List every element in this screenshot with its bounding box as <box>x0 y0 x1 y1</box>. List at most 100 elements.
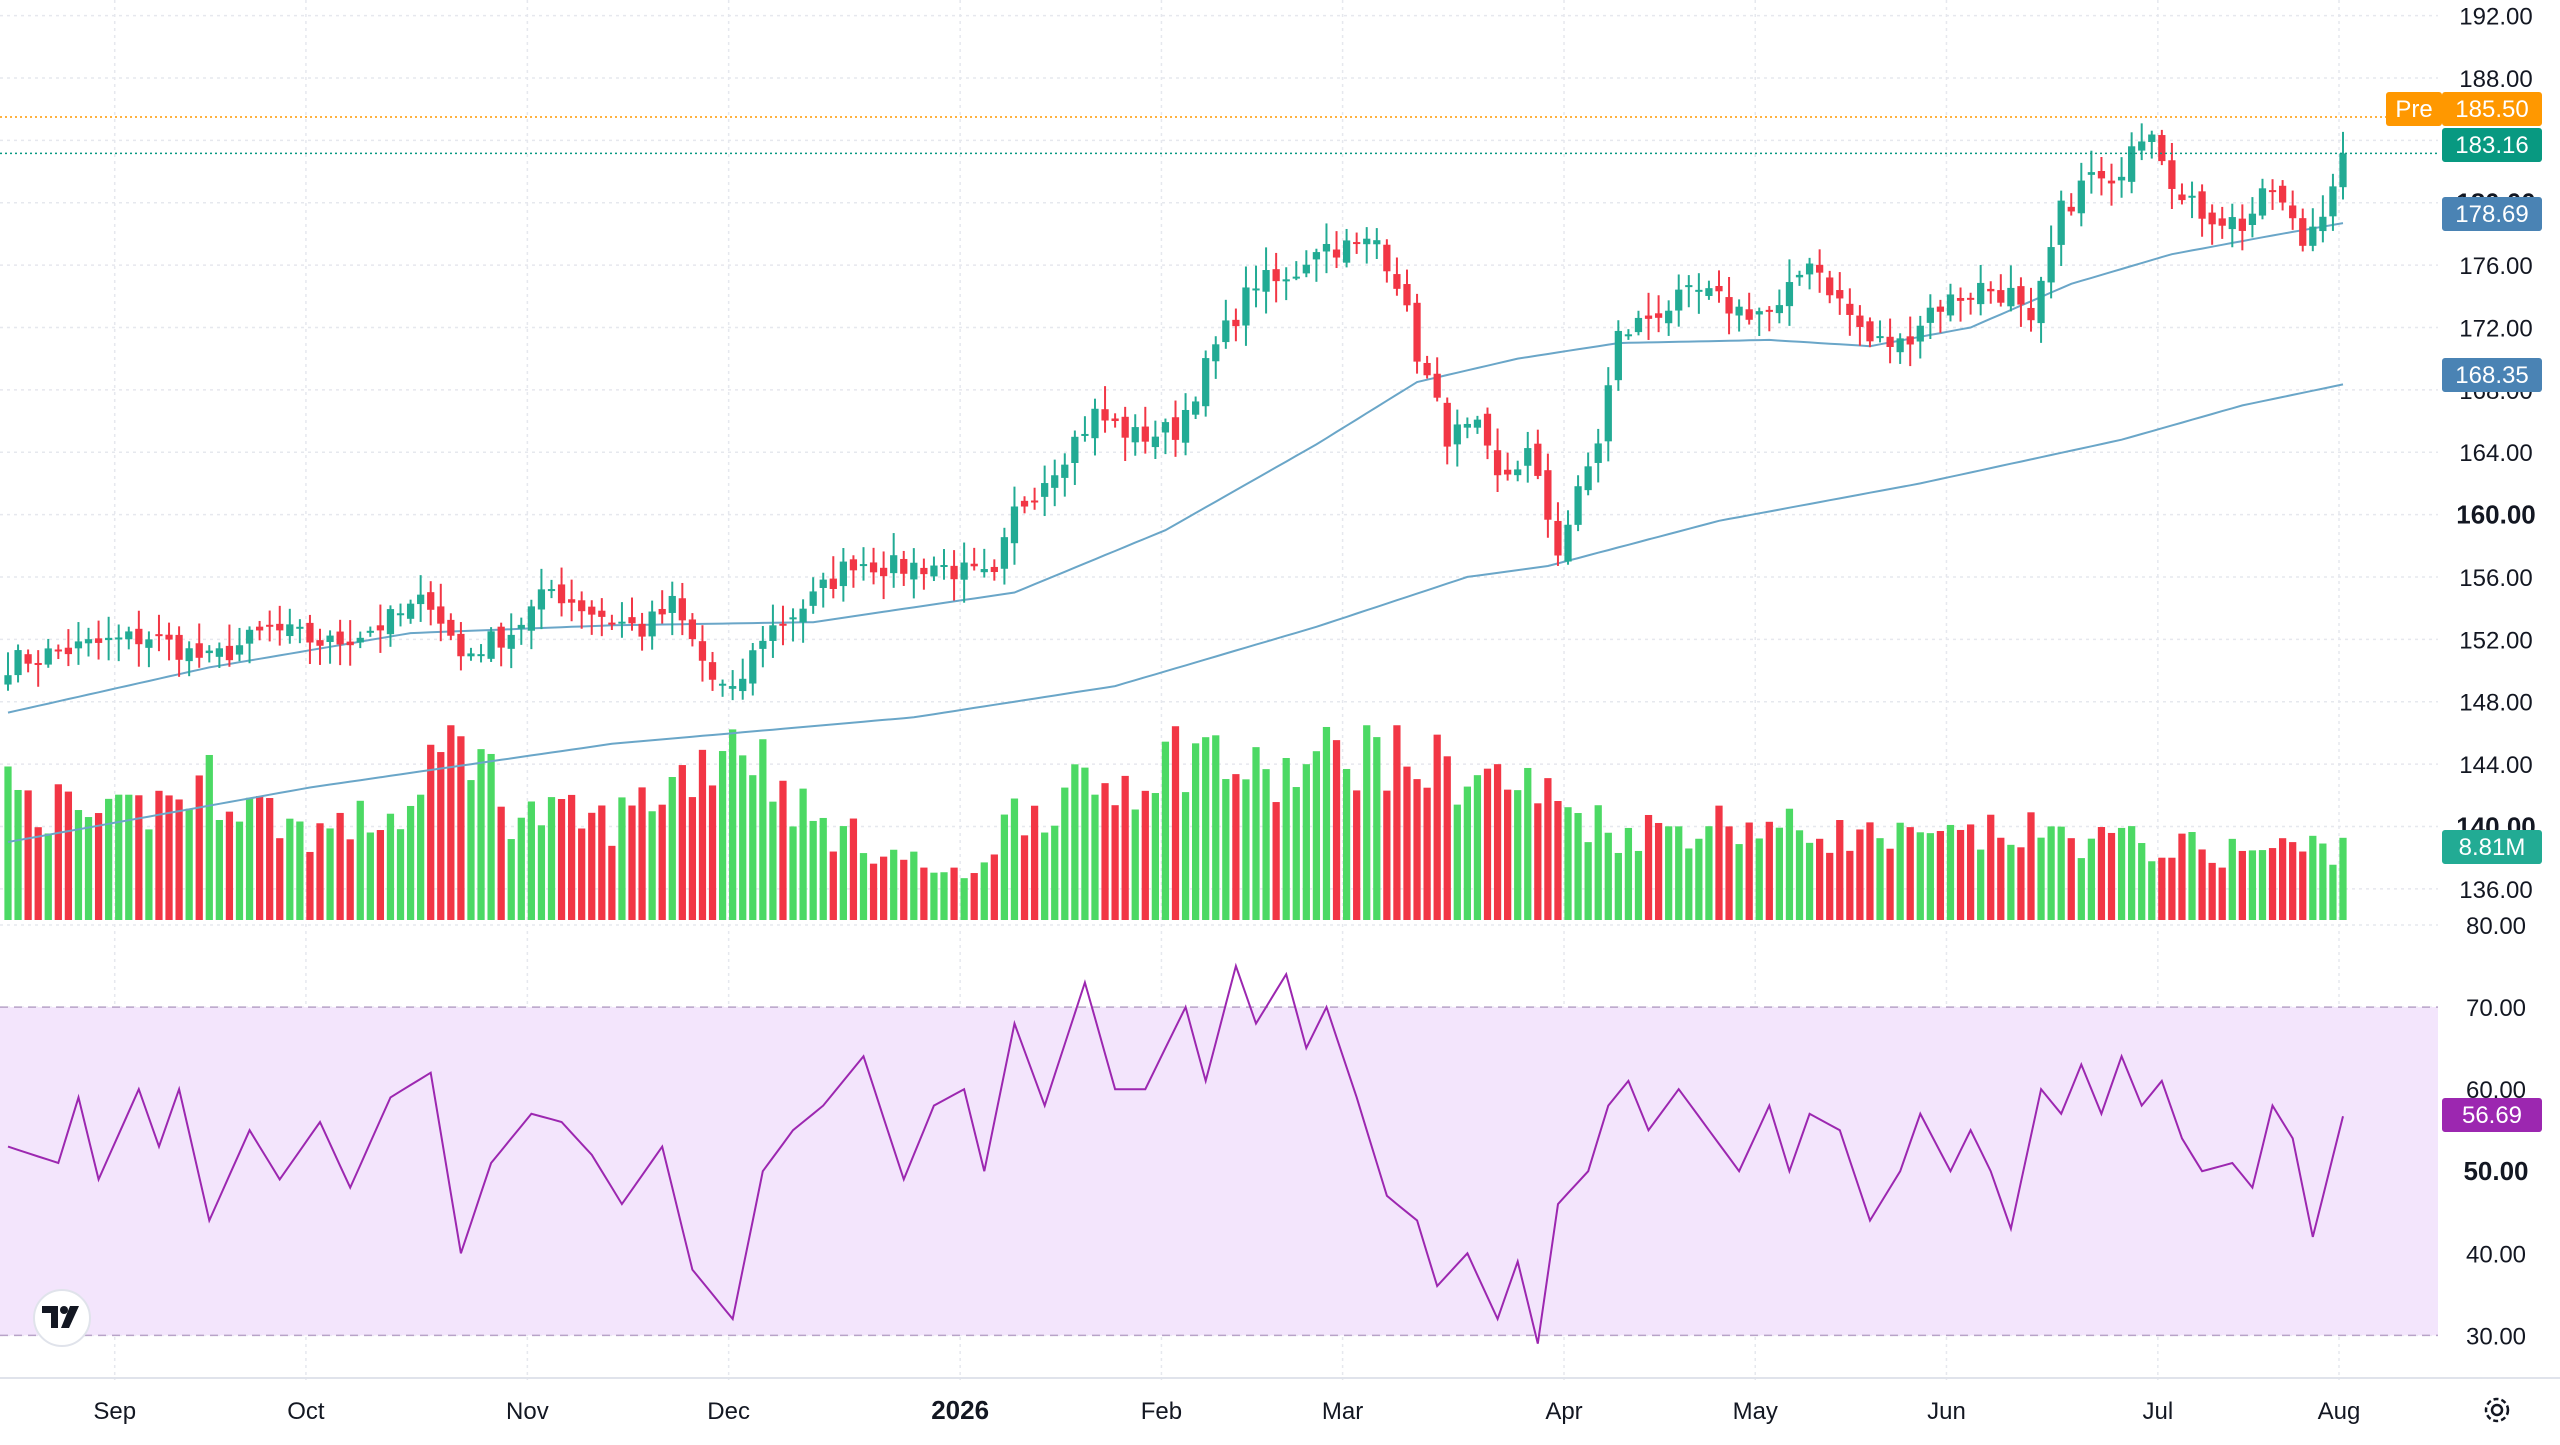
ma-short-badge: 178.69 <box>2442 197 2542 231</box>
volume-bar <box>105 798 113 920</box>
candle-body <box>1363 238 1371 245</box>
candle-body <box>406 603 415 619</box>
candle-body <box>628 617 636 624</box>
volume-bar <box>1705 826 1713 920</box>
volume-bar <box>2117 827 2126 920</box>
candle-body <box>648 611 656 637</box>
volume-bar <box>2067 838 2075 920</box>
volume-bar <box>1151 793 1159 920</box>
volume-bar <box>910 851 918 920</box>
volume-bar <box>115 794 123 920</box>
candle-body <box>235 645 244 655</box>
volume-bar <box>849 818 858 920</box>
volume-bar <box>890 849 898 920</box>
tradingview-logo-icon[interactable] <box>33 1289 91 1347</box>
volume-bar <box>74 810 83 920</box>
volume-bar <box>1171 726 1180 920</box>
candle-body <box>1936 306 1945 312</box>
candle-body <box>2319 216 2327 232</box>
volume-bar <box>165 795 173 920</box>
candle-body <box>638 623 646 637</box>
volume-bar <box>698 749 707 920</box>
volume-bar <box>1977 849 1985 920</box>
candle-body <box>205 650 213 654</box>
volume-bar <box>1997 837 2005 920</box>
price-levels <box>0 116 2438 155</box>
volume-bar <box>2148 861 2156 920</box>
candle-body <box>618 621 626 624</box>
candle-body <box>930 565 938 577</box>
volume-bar <box>1534 803 1542 920</box>
candle-body <box>1010 506 1019 544</box>
candle-body <box>1644 315 1653 319</box>
candle-body <box>869 562 878 573</box>
candlesticks <box>4 123 2347 701</box>
volume-bar <box>2278 838 2287 920</box>
volume-bar <box>2268 848 2277 920</box>
candle-body <box>44 648 52 665</box>
volume-bar <box>970 873 978 920</box>
candle-body <box>125 631 133 640</box>
candle-body <box>1886 336 1894 348</box>
volume-bar <box>829 851 837 920</box>
candle-body <box>74 641 83 649</box>
candle-body <box>859 564 868 567</box>
candle-body <box>1272 269 1280 282</box>
volume-bar <box>2299 851 2307 920</box>
settings-gear-icon[interactable] <box>2484 1397 2510 1423</box>
volume-bar <box>366 832 374 920</box>
volume-bar <box>930 872 938 920</box>
volume-bar <box>1181 792 1190 920</box>
volume-bar <box>2097 827 2106 920</box>
candle-body <box>1121 416 1129 438</box>
volume-bar <box>185 808 193 920</box>
candle-body <box>2017 286 2025 305</box>
candle-body <box>1705 288 1713 296</box>
candle-body <box>2067 206 2075 212</box>
price-tick-label: 188.00 <box>2459 66 2532 93</box>
volume-bar <box>739 755 747 920</box>
candle-body <box>990 566 998 573</box>
volume-bar <box>567 794 576 920</box>
candle-body <box>1775 305 1784 314</box>
volume-bar <box>678 765 686 920</box>
volume-bar <box>507 839 515 920</box>
volume-bar <box>286 818 294 920</box>
volume-bar <box>1886 848 1894 920</box>
volume-bar <box>255 795 264 920</box>
candle-body <box>2268 190 2277 193</box>
volume-bar <box>1876 838 1884 920</box>
volume-bar <box>2168 857 2176 920</box>
volume-bar <box>839 826 847 920</box>
candle-body <box>1000 537 1009 569</box>
volume-bar <box>1292 787 1300 920</box>
rsi-badge: 56.69 <box>2442 1098 2542 1132</box>
candle-body <box>2178 194 2186 201</box>
candle-body <box>1192 401 1200 415</box>
volume-bar <box>799 788 807 920</box>
volume-bar <box>2228 838 2236 920</box>
volume-bar <box>1010 798 1019 920</box>
volume-bar <box>1423 787 1431 920</box>
volume-bar <box>2047 826 2055 920</box>
candle-body <box>105 637 113 641</box>
volume-bar <box>1866 822 1874 920</box>
time-axis[interactable]: Sep Oct Nov Dec 2026 Feb Mar Apr May Jun Jul Aug <box>93 1395 2360 1425</box>
pre-label: Pre <box>2395 96 2432 123</box>
candle-body <box>1141 426 1149 442</box>
time-tick-label: Apr <box>1545 1398 1582 1425</box>
candle-body <box>920 567 928 575</box>
candle-body <box>326 635 334 642</box>
volume-bar <box>24 790 32 920</box>
candle-body <box>94 638 103 643</box>
candle-body <box>2047 247 2055 283</box>
volume-bar <box>155 790 163 920</box>
candle-body <box>1554 520 1562 556</box>
candle-body <box>1755 311 1763 315</box>
candle-body <box>960 562 968 580</box>
volume-bar <box>1282 757 1290 920</box>
volume-bar <box>1554 800 1562 920</box>
candle-body <box>1856 315 1864 327</box>
